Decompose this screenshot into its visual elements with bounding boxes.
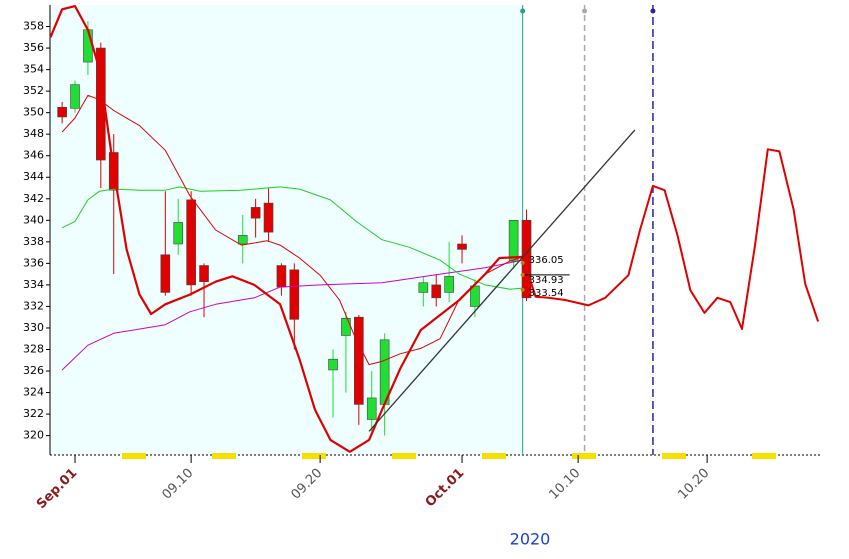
- y-tick-label: 348: [23, 127, 44, 140]
- candle-body: [250, 207, 261, 219]
- y-tick-label: 332: [23, 299, 44, 312]
- candle-body: [289, 269, 300, 320]
- candle-body: [263, 202, 274, 233]
- y-tick-label: 354: [23, 63, 44, 76]
- indicator-line: [61, 186, 523, 290]
- marker-dot: [650, 8, 656, 14]
- y-tick-label: 324: [23, 386, 44, 399]
- candle-body: [418, 282, 429, 293]
- y-tick-label: 336: [23, 256, 44, 269]
- y-tick-label: 356: [23, 41, 44, 54]
- candle-body: [341, 317, 351, 336]
- candle-body: [83, 29, 93, 63]
- y-tick-label: 352: [23, 84, 44, 97]
- x-tick-label: 09.10: [160, 466, 197, 503]
- weekend-markers: [122, 453, 776, 459]
- candle-body: [457, 243, 467, 250]
- x-tick-label: 09.20: [289, 466, 326, 503]
- candle-body: [186, 199, 196, 286]
- x-tick-label: Oct.01: [423, 466, 468, 511]
- indicator-line: [61, 259, 523, 371]
- candle-body: [431, 284, 442, 299]
- candle-body: [57, 106, 67, 118]
- marker-dot: [520, 8, 526, 14]
- price-label: 336.05: [529, 255, 564, 266]
- candle-body: [199, 265, 209, 282]
- marker-dot: [582, 8, 588, 14]
- candle-body: [366, 397, 377, 420]
- y-tick-label: 342: [23, 192, 44, 205]
- y-tick-label: 330: [23, 321, 44, 334]
- candle-body: [470, 285, 480, 307]
- x-tick-label: 10.20: [676, 466, 713, 503]
- indicator-line: [368, 129, 636, 432]
- x-tick-label: Sep.01: [34, 466, 80, 512]
- price-dot: [520, 260, 525, 265]
- price-label: 333.54: [529, 288, 564, 299]
- y-tick-label: 346: [23, 149, 44, 162]
- candle-body: [173, 222, 184, 245]
- candle-body: [276, 265, 287, 288]
- candle-body: [444, 275, 454, 293]
- year-label: 2020: [510, 530, 551, 549]
- y-tick-label: 322: [23, 407, 44, 420]
- candle-body: [237, 235, 248, 245]
- candle-body: [70, 84, 80, 109]
- price-dot: [520, 287, 525, 292]
- y-tick-label: 328: [23, 342, 44, 355]
- indicator-line: [61, 94, 523, 366]
- y-tick-label: 320: [23, 429, 44, 442]
- candle-body: [328, 358, 338, 371]
- y-tick-label: 334: [23, 278, 44, 291]
- candle-body: [354, 316, 364, 405]
- x-tick-label: 10.10: [547, 466, 584, 503]
- y-tick-label: 358: [23, 20, 44, 33]
- y-tick-label: 340: [23, 213, 44, 226]
- candle-body: [508, 220, 519, 262]
- candle-body: [521, 220, 532, 299]
- indicator-line: [521, 148, 820, 330]
- y-tick-label: 350: [23, 106, 44, 119]
- indicator-line: [49, 5, 523, 453]
- price-dot: [520, 272, 525, 277]
- y-tick-label: 344: [23, 170, 44, 183]
- history-region: [50, 5, 523, 455]
- price-label: 334.93: [529, 275, 564, 286]
- y-tick-label: 338: [23, 235, 44, 248]
- candle-body: [160, 254, 171, 293]
- y-tick-label: 326: [23, 364, 44, 377]
